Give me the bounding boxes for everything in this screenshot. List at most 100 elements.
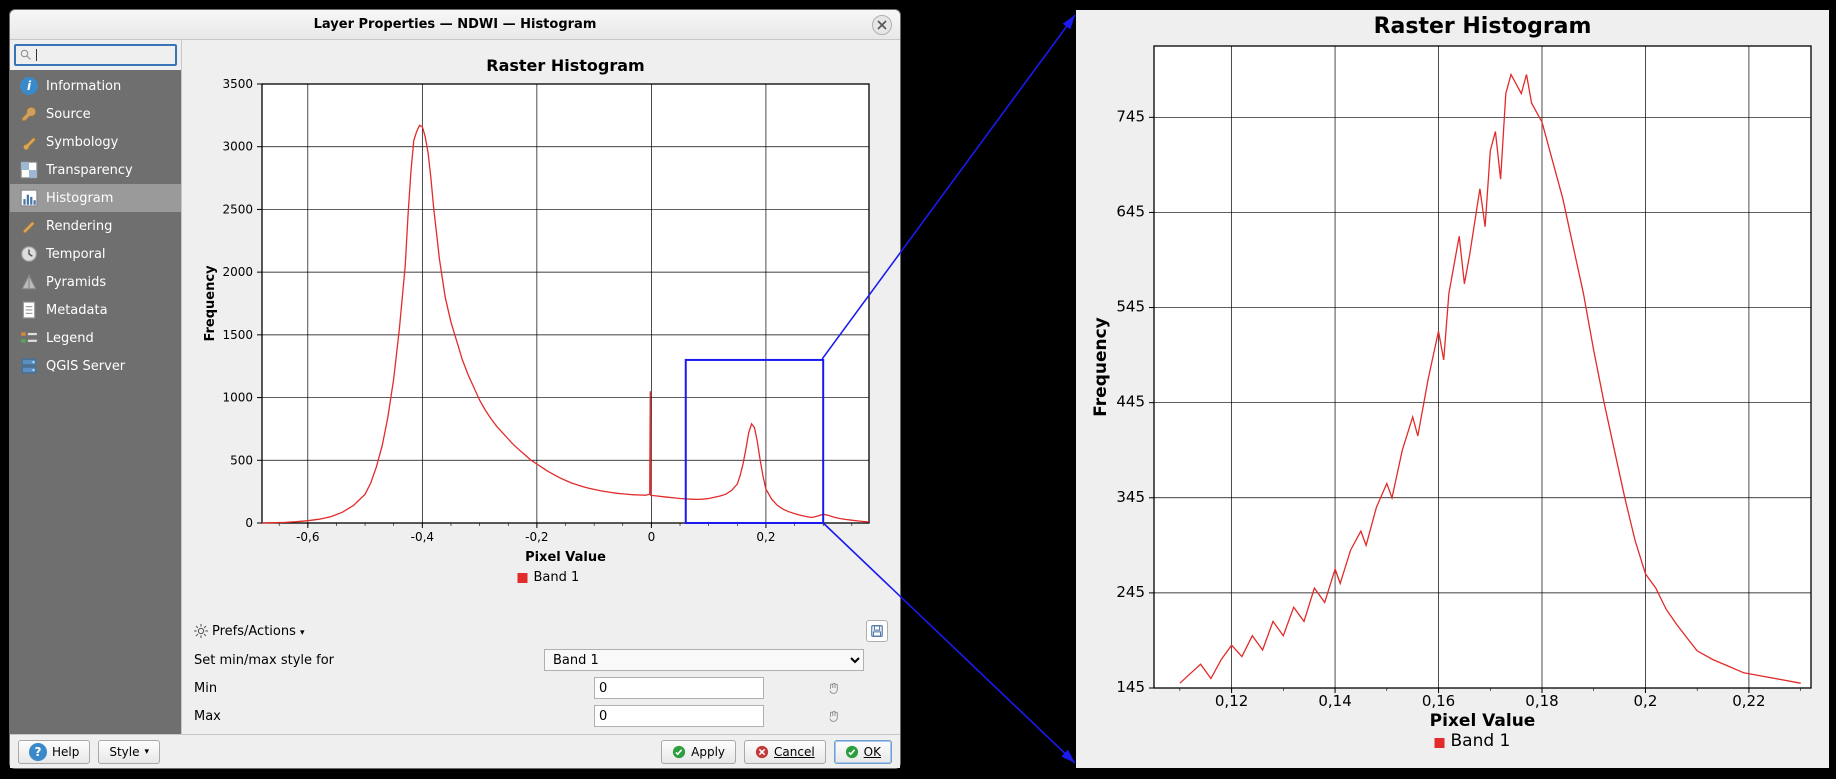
max-pick-button[interactable]	[824, 706, 844, 726]
sidebar-item-transparency[interactable]: Transparency	[10, 156, 181, 184]
histogram-icon	[20, 189, 38, 207]
inset-zoom-panel: 145 245 345 445 545 645 745 0,12 0,14 0,16 0,18 0,2…	[1075, 9, 1830, 769]
svg-text:1500: 1500	[222, 328, 253, 342]
sidebar-item-label: Symbology	[46, 135, 118, 150]
svg-text:Pixel Value: Pixel Value	[525, 550, 606, 565]
dialog-button-bar: ? Help Style ▾ Apply Cancel OK	[10, 734, 900, 768]
cancel-icon	[755, 745, 769, 759]
svg-text:245: 245	[1116, 583, 1145, 601]
apply-button[interactable]: Apply	[661, 740, 736, 764]
prefs-actions-dropdown[interactable]: Prefs/Actions ▾	[212, 624, 305, 639]
min-label: Min	[194, 681, 544, 696]
svg-text:0,18: 0,18	[1525, 692, 1558, 710]
histogram-panel: 0 500 1000 1500 2000 2500 3000 3500 -0,6 -0,4 -0,2…	[182, 40, 900, 734]
svg-text:0: 0	[648, 530, 656, 544]
svg-text:-0,4: -0,4	[411, 530, 434, 544]
check-icon	[845, 745, 859, 759]
inset-histogram-chart[interactable]: 145 245 345 445 545 645 745 0,12 0,14 0,16 0,18 0,2…	[1076, 10, 1829, 768]
legend-icon	[20, 329, 38, 347]
sidebar-item-label: Source	[46, 107, 91, 122]
hand-icon	[827, 681, 841, 695]
sidebar-item-qgis-server[interactable]: QGIS Server	[10, 352, 181, 380]
sidebar-item-temporal[interactable]: Temporal	[10, 240, 181, 268]
server-icon	[20, 357, 38, 375]
paint-icon	[20, 217, 38, 235]
svg-text:0,12: 0,12	[1215, 692, 1248, 710]
sidebar-item-symbology[interactable]: Symbology	[10, 128, 181, 156]
sidebar-item-label: Pyramids	[46, 275, 106, 290]
titlebar[interactable]: Layer Properties — NDWI — Histogram	[10, 10, 900, 40]
sidebar: i Information Source Symbology Transpare…	[10, 40, 182, 734]
svg-text:Band 1: Band 1	[534, 570, 580, 585]
band-select[interactable]: Band 1	[544, 649, 864, 671]
brush-icon	[20, 133, 38, 151]
sidebar-item-histogram[interactable]: Histogram	[10, 184, 181, 212]
hand-icon	[827, 709, 841, 723]
svg-text:145: 145	[1116, 678, 1145, 696]
cancel-button[interactable]: Cancel	[744, 740, 826, 764]
sidebar-item-label: Temporal	[46, 247, 106, 262]
sidebar-item-label: Metadata	[46, 303, 108, 318]
checker-icon	[20, 161, 38, 179]
doc-icon	[20, 301, 38, 319]
sidebar-item-label: Transparency	[46, 163, 133, 178]
pyramid-icon	[20, 273, 38, 291]
search-icon	[20, 49, 32, 61]
svg-text:745: 745	[1116, 107, 1145, 125]
layer-properties-dialog: Layer Properties — NDWI — Histogram i In…	[9, 9, 901, 769]
gear-icon	[194, 624, 208, 638]
ok-button[interactable]: OK	[834, 740, 892, 764]
set-minmax-label: Set min/max style for	[194, 653, 544, 668]
sidebar-item-label: Legend	[46, 331, 94, 346]
close-button[interactable]	[872, 15, 892, 35]
svg-text:0: 0	[245, 516, 253, 530]
sidebar-item-rendering[interactable]: Rendering	[10, 212, 181, 240]
svg-text:645: 645	[1116, 202, 1145, 220]
svg-text:1000: 1000	[222, 391, 253, 405]
svg-text:3500: 3500	[222, 77, 253, 91]
sidebar-item-legend[interactable]: Legend	[10, 324, 181, 352]
svg-text:500: 500	[230, 453, 253, 467]
wrench-icon	[20, 105, 38, 123]
min-input[interactable]	[594, 677, 764, 699]
svg-text:2500: 2500	[222, 202, 253, 216]
sidebar-item-label: Histogram	[46, 191, 113, 206]
svg-text:Frequency: Frequency	[1091, 317, 1111, 417]
svg-text:Band 1: Band 1	[1451, 731, 1511, 751]
svg-text:3000: 3000	[222, 140, 253, 154]
help-icon: ?	[29, 743, 47, 761]
svg-text:2000: 2000	[222, 265, 253, 279]
sidebar-item-label: Information	[46, 79, 121, 94]
help-button[interactable]: ? Help	[18, 740, 90, 764]
sidebar-nav: i Information Source Symbology Transpare…	[10, 70, 181, 734]
svg-text:-0,6: -0,6	[296, 530, 319, 544]
sidebar-item-source[interactable]: Source	[10, 100, 181, 128]
svg-text:-0,2: -0,2	[525, 530, 548, 544]
svg-text:0,16: 0,16	[1422, 692, 1455, 710]
raster-histogram-chart[interactable]: 0 500 1000 1500 2000 2500 3000 3500 -0,6 -0,4 -0,2…	[192, 48, 887, 603]
style-dropdown[interactable]: Style ▾	[98, 740, 160, 764]
min-pick-button[interactable]	[824, 678, 844, 698]
sidebar-item-label: Rendering	[46, 219, 112, 234]
close-icon	[877, 20, 887, 30]
svg-text:Raster Histogram: Raster Histogram	[486, 56, 644, 75]
sidebar-item-pyramids[interactable]: Pyramids	[10, 268, 181, 296]
search-input[interactable]	[14, 44, 177, 66]
window-title: Layer Properties — NDWI — Histogram	[314, 17, 597, 32]
svg-text:345: 345	[1116, 488, 1145, 506]
sidebar-item-label: QGIS Server	[46, 359, 125, 374]
check-icon	[672, 745, 686, 759]
svg-text:Frequency: Frequency	[203, 265, 218, 342]
save-chart-button[interactable]	[866, 620, 888, 642]
sidebar-item-information[interactable]: i Information	[10, 72, 181, 100]
svg-text:0,14: 0,14	[1318, 692, 1351, 710]
save-icon	[870, 624, 884, 638]
sidebar-item-metadata[interactable]: Metadata	[10, 296, 181, 324]
svg-text:445: 445	[1116, 393, 1145, 411]
max-label: Max	[194, 709, 544, 724]
svg-text:Pixel Value: Pixel Value	[1430, 711, 1536, 731]
svg-text:545: 545	[1116, 298, 1145, 316]
max-input[interactable]	[594, 705, 764, 727]
info-icon: i	[20, 77, 38, 95]
svg-text:0,22: 0,22	[1732, 692, 1765, 710]
